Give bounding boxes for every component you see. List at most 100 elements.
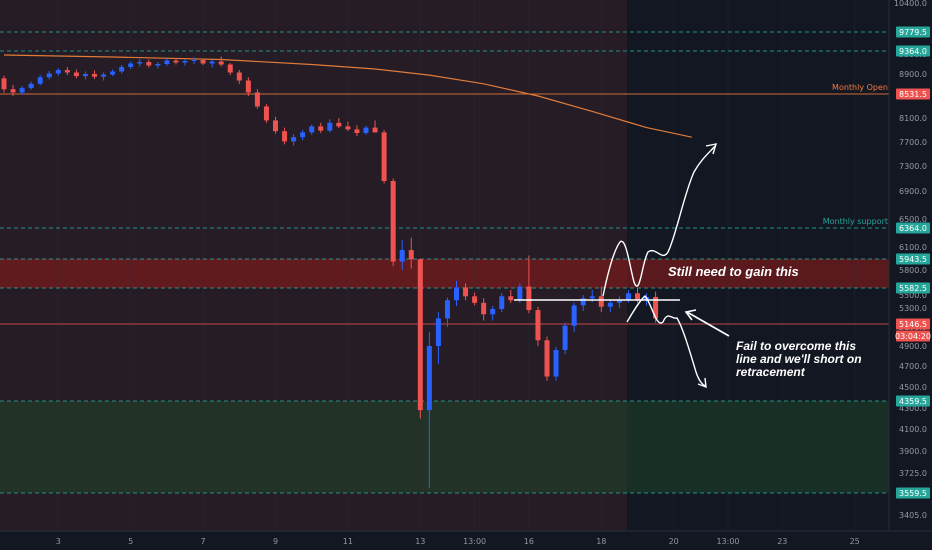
candle-body-12 [110,71,116,75]
time-tick-6: 13:00 [463,537,486,546]
zone-1 [0,401,889,493]
price-tag-3559.5-text: 3559.5 [899,489,927,498]
price-tick-19: 8900.0 [899,70,927,79]
candle-body-48 [435,318,441,346]
price-tick-0: 3405.0 [899,511,927,520]
candle-body-45 [408,250,414,260]
price-tag-5943.5-text: 5943.5 [899,255,927,264]
price-axis[interactable]: 3405.0 3725.0 3900.0 4100.0 4300.0 4500.0 4700… [888,0,932,531]
candle-body-70 [635,293,640,301]
candle-body-63 [571,305,577,326]
candle-body-59 [535,310,541,341]
annotation-text-still-need: Still need to gain this [668,264,799,279]
candle-body-36 [327,122,333,131]
price-tag-5582.5-text: 5582.5 [899,284,927,293]
time-axis[interactable]: 3 5 7 9 11 13 13:00 16 18 20 13:00 23 25 [0,530,932,550]
current-price-tag-bg [896,318,930,330]
price-tag-4359.5[interactable]: 4359.5 [896,395,930,407]
candle-body-33 [300,132,306,138]
time-tick-3: 9 [273,537,278,546]
price-tick-5: 4500.0 [899,383,927,392]
candle-body-7 [64,70,70,73]
price-tick-3: 4100.0 [899,425,927,434]
price-tick-17: 8100.0 [899,114,927,123]
time-tick-12: 25 [850,537,860,546]
candle-body-30 [273,120,278,132]
candle-body-18 [164,60,170,64]
candle-body-26 [236,72,242,81]
price-tag-4359.5-bg [896,395,930,407]
user-drawings [514,143,730,389]
level-caption-2: Monthly Open [832,83,888,92]
horizontal-levels[interactable]: Monthly Open Monthly support [0,31,889,494]
price-tick-7: 4900.0 [899,342,927,351]
price-tick-11: 5800.0 [899,266,927,275]
bearish-projection-path [626,295,707,387]
candle-body-51 [463,287,469,297]
price-tag-9364.0-text: 9364.0 [899,47,927,56]
candle-body-19 [173,60,179,63]
price-tag-3559.5[interactable]: 3559.5 [896,487,930,499]
candle-body-9 [82,74,88,77]
candle-body-22 [200,60,206,64]
candle-body-68 [616,299,622,303]
price-tick-1: 3725.0 [899,469,927,478]
candle-body-32 [291,137,297,142]
annotation-line-1: Fail to overcome this [736,339,856,353]
candle-body-31 [282,131,288,142]
current-price-tag[interactable]: 5146.5 [896,318,930,330]
candle-body-4 [37,77,43,84]
price-tag-4359.5-text: 4359.5 [899,397,927,406]
bearish-arrowhead-icon [697,377,707,389]
candle-body-72 [653,296,659,319]
candle-body-8 [73,72,79,77]
annotation-fail-overcome[interactable]: Fail to overcome this line and we'll sho… [736,339,862,379]
price-tag-5582.5-bg [896,282,930,294]
price-tag-6364.0[interactable]: 6364.0 [896,222,930,234]
candle-body-38 [345,126,351,130]
candle-body-0 [1,78,7,90]
price-tag-9364.0-bg [896,45,930,57]
price-tag-6364.0-bg [896,222,930,234]
countdown-tag[interactable]: 03:04:20 [895,330,931,342]
candle-body-28 [254,92,260,107]
candle-body-44 [399,250,405,262]
price-tick-15: 7300.0 [899,162,927,171]
candle-body-64 [580,298,586,306]
candle-body-17 [155,64,161,66]
candle-body-46 [417,259,423,411]
price-tag-8531.5[interactable]: 8531.5 [896,88,930,100]
time-tick-2: 7 [201,537,206,546]
price-tick-22: 10400.0 [894,0,927,8]
time-tick-0: 3 [56,537,61,546]
candle-body-69 [625,293,631,300]
time-tick-7: 16 [524,537,534,546]
candle-body-13 [119,67,125,72]
price-tag-9779.5[interactable]: 9779.5 [896,26,930,38]
price-tag-5943.5[interactable]: 5943.5 [896,253,930,265]
price-tag-5582.5[interactable]: 5582.5 [896,282,930,294]
candle-body-66 [598,296,604,307]
annotation-still-need[interactable]: Still need to gain this [668,264,799,279]
moving-average [3,54,692,138]
candle-body-37 [336,122,342,127]
pointer-arrow-line [686,311,730,337]
candle-body-53 [481,302,487,315]
price-tag-9364.0[interactable]: 9364.0 [896,45,930,57]
candle-body-62 [562,325,568,350]
candle-body-24 [218,61,224,65]
candle-body-65 [589,296,595,299]
price-tick-6: 4700.0 [899,362,927,371]
candle-body-67 [607,302,613,307]
price-tick-16: 7700.0 [899,138,927,147]
time-tick-11: 23 [777,537,787,546]
candle-body-56 [508,296,514,301]
annotation-line-3: retracement [736,365,806,379]
bullish-arrowhead-icon [705,143,718,155]
candle-body-52 [472,296,478,303]
candle-body-16 [146,62,152,66]
candle-body-5 [46,73,52,78]
candle-body-40 [363,127,369,133]
annotation-line-2: line and we'll short on [736,352,862,366]
